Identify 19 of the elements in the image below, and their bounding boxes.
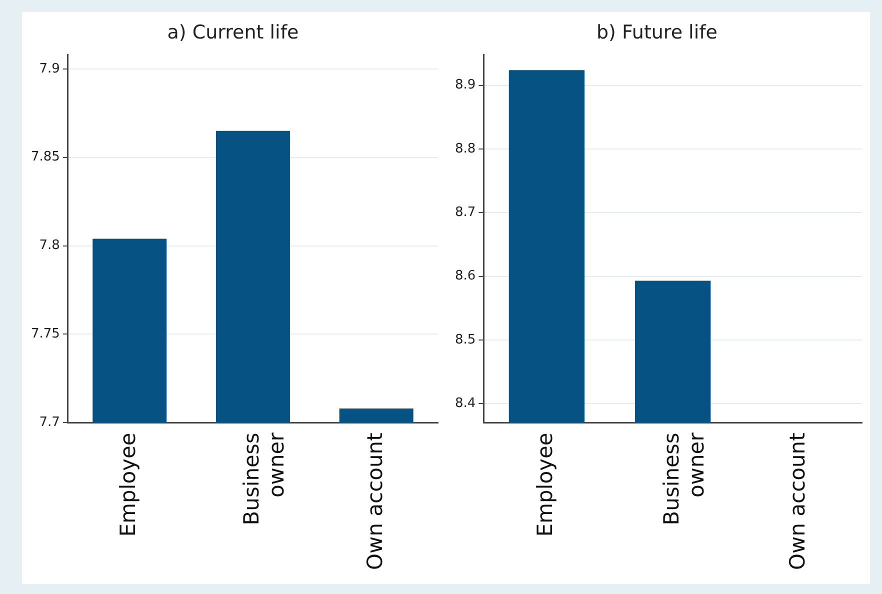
y-tick-label: 8.4 (454, 396, 476, 411)
y-tick-label: 7.8 (39, 238, 60, 254)
y-tick-label: 7.85 (30, 150, 60, 165)
x-tick-label: Business owner (659, 432, 708, 526)
x-tick-label: Employee (533, 432, 558, 537)
y-tick-label: 8.9 (454, 78, 476, 93)
x-tick-label: Own account (362, 432, 387, 570)
chart-title: b) Future life (596, 21, 718, 44)
x-tick-label: Employee (116, 432, 140, 537)
y-tick-label: 8.8 (454, 141, 476, 156)
y-tick-label: 7.75 (30, 326, 60, 342)
y-tick-label: 7.7 (39, 415, 60, 430)
x-tick-label: Business owner (239, 432, 289, 526)
y-tick-label: 8.5 (454, 332, 476, 348)
y-tick-label: 7.9 (39, 61, 60, 76)
y-tick-label: 8.6 (454, 268, 476, 284)
y-tick-label: 8.7 (454, 205, 476, 220)
chart-title: a) Current life (167, 21, 299, 44)
x-tick-label: Own account (785, 432, 810, 570)
